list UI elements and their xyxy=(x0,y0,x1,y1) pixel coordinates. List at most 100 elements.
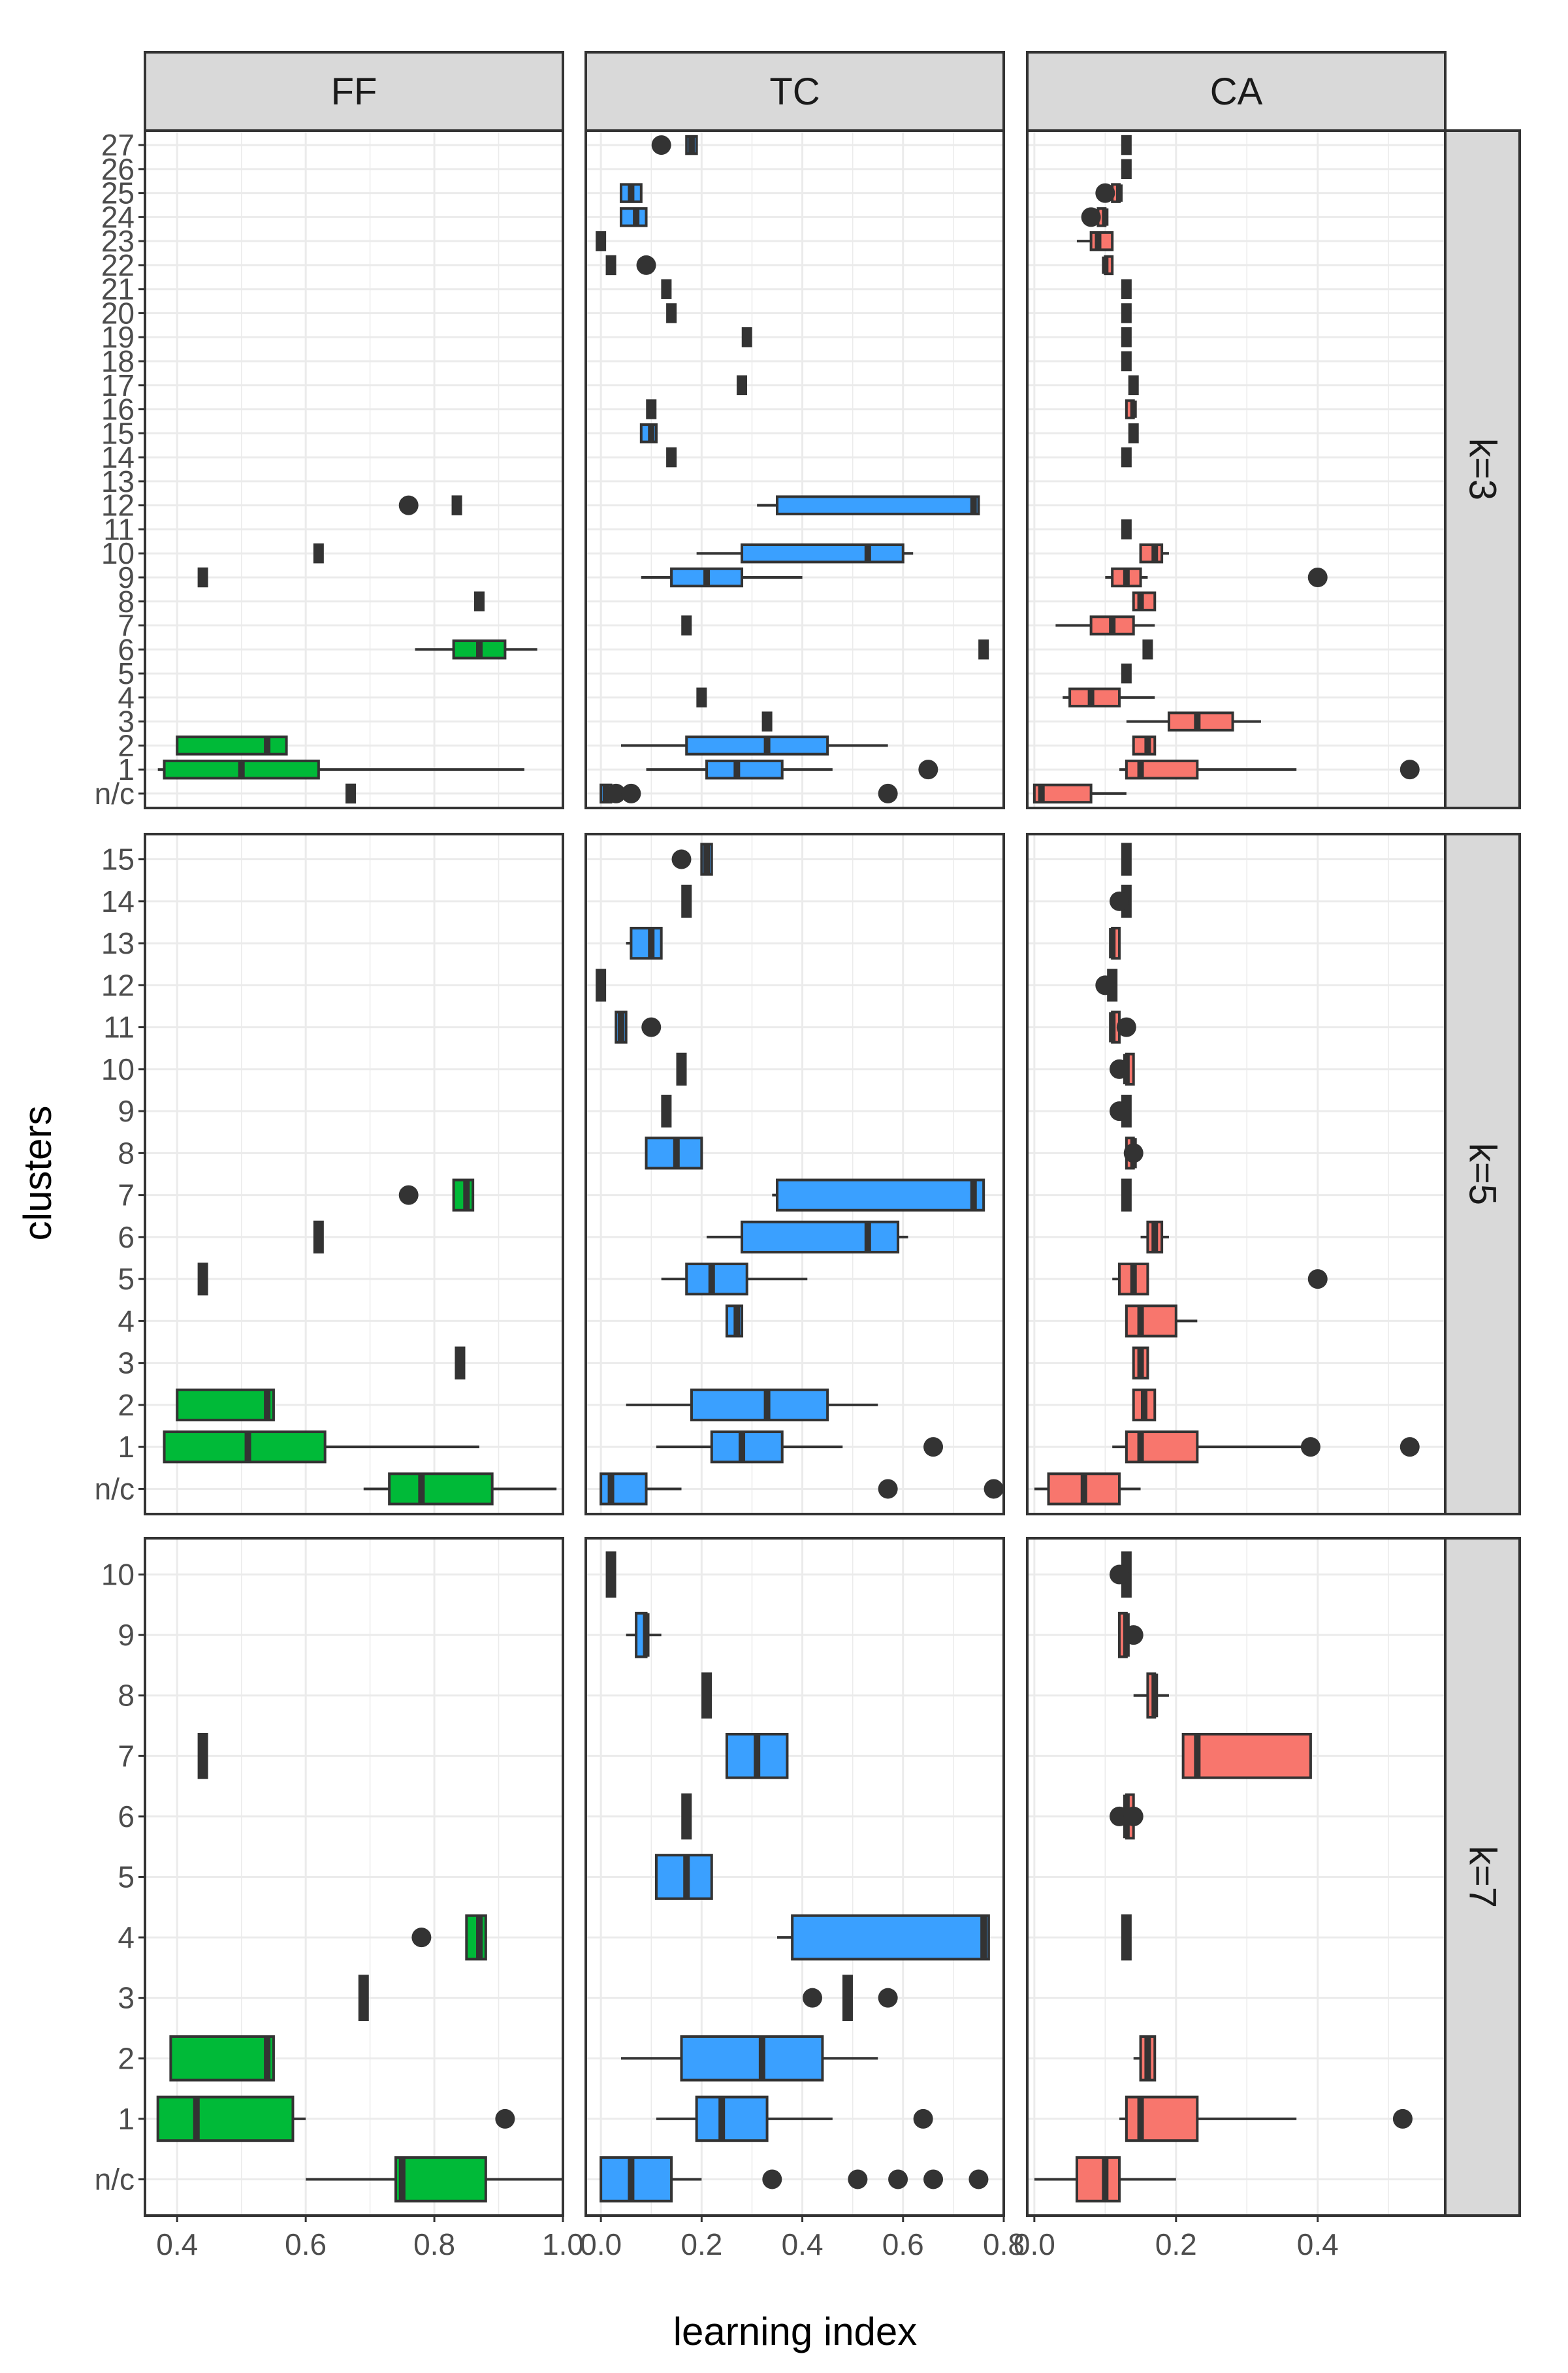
box-iqr xyxy=(1075,2156,1121,2203)
box-ca-k-3-cluster-8 xyxy=(1132,591,1157,611)
box-tc-k-3-cluster-15 xyxy=(639,423,658,444)
box-ca-k-5-cluster-6 xyxy=(1140,1220,1169,1254)
outlier-point xyxy=(913,2108,933,2129)
strip-row-k-7: k=7 xyxy=(1444,1537,1521,2217)
box-ff-k-3-cluster-2 xyxy=(176,735,288,756)
outlier-point xyxy=(1400,1437,1420,1457)
y-tick-label: 8 xyxy=(118,1679,135,1713)
y-tick-label: n/c xyxy=(95,777,135,811)
box-iqr xyxy=(705,759,784,780)
outlier-point xyxy=(651,135,671,155)
box-ca-k-3-cluster-2 xyxy=(1132,735,1157,756)
outlier-point xyxy=(1095,183,1115,203)
box-ca-k-3-cluster-27 xyxy=(1121,135,1132,155)
box-ca-k-5-cluster-13 xyxy=(1109,926,1121,960)
box-tc-k-3-cluster-16 xyxy=(646,399,657,419)
outlier-point xyxy=(641,1017,662,1037)
box-ca-k-3-cluster-16 xyxy=(1125,399,1137,419)
y-tick-label: 4 xyxy=(118,681,135,715)
box-tc-k-3-cluster-9 xyxy=(641,567,803,588)
y-tick-label: 10 xyxy=(101,1558,135,1592)
box-ca-k-3-cluster-3 xyxy=(1126,711,1261,732)
strip-column-ca: CA xyxy=(1026,51,1447,132)
box-tc-k-5-cluster-10 xyxy=(676,1052,687,1086)
box-ff-k-5-cluster-6 xyxy=(313,1220,324,1254)
box-ca-k-3-cluster-23 xyxy=(1076,231,1114,251)
panel-border xyxy=(584,833,1005,1515)
outlier-point xyxy=(1123,1625,1144,1645)
box-tc-k-7-cluster-6 xyxy=(681,1793,692,1840)
box-iqr xyxy=(388,1472,494,1506)
box-ca-k-5-cluster-15 xyxy=(1121,843,1132,876)
panel-k-3-ff xyxy=(144,129,564,809)
box-iqr xyxy=(741,543,904,564)
box-tc-k-7-cluster-7 xyxy=(725,1732,789,1779)
box-ca-k-5-cluster-7 xyxy=(1121,1178,1132,1212)
box-tc-k-3-cluster-10 xyxy=(696,543,914,564)
strips-layer: FF TC CA k=3 k=5 k=7 xyxy=(144,51,1521,2217)
strip-background xyxy=(1026,51,1447,132)
box-ca-k-3-cluster-1 xyxy=(1119,759,1420,780)
y-tick-label: 4 xyxy=(118,1304,135,1338)
panel-background xyxy=(145,131,563,808)
box-iqr xyxy=(791,1914,990,1961)
box-iqr xyxy=(156,2095,295,2142)
box-ff-k-3-cluster-8 xyxy=(474,591,485,611)
box-ca-k-5-cluster-n-c xyxy=(1034,1472,1141,1506)
box-ca-k-7-cluster-10 xyxy=(1110,1551,1132,1598)
box-ca-k-3-cluster-21 xyxy=(1121,279,1132,299)
y-tick-label: n/c xyxy=(95,1472,135,1506)
outlier-point xyxy=(1300,1437,1320,1457)
box-ca-k-5-cluster-11 xyxy=(1109,1010,1136,1044)
y-tick-label: 10 xyxy=(101,536,135,570)
x-tick-label: 0.8 xyxy=(413,2227,455,2261)
box-ff-k-7-cluster-1 xyxy=(156,2095,515,2142)
panel-k-7-tc xyxy=(584,1537,1005,2217)
box-iqr xyxy=(600,1472,648,1506)
box-tc-k-3-cluster-17 xyxy=(737,375,748,396)
strip-column-tc: TC xyxy=(584,51,1005,132)
panel-border xyxy=(584,1537,1005,2217)
y-tick-label: 15 xyxy=(101,843,135,877)
outlier-point xyxy=(878,783,898,803)
y-tick-label: 17 xyxy=(101,368,135,402)
box-tc-k-5-cluster-7 xyxy=(772,1178,985,1212)
y-tick-label: 2 xyxy=(118,1388,135,1422)
box-iqr xyxy=(600,2156,673,2203)
box-ca-k-3-cluster-11 xyxy=(1121,519,1132,540)
box-ca-k-3-cluster-26 xyxy=(1121,159,1132,180)
box-tc-k-3-cluster-3 xyxy=(761,711,773,732)
box-ff-k-3-cluster-9 xyxy=(197,567,208,588)
y-tick-label: 9 xyxy=(118,1094,135,1128)
box-iqr xyxy=(1125,2095,1199,2142)
box-tc-k-7-cluster-3 xyxy=(802,1975,898,2022)
strip-background xyxy=(584,51,1005,132)
y-tick-label: 4 xyxy=(118,1920,135,1954)
outlier-point xyxy=(1307,567,1328,587)
box-iqr xyxy=(394,2156,487,2203)
box-ca-k-5-cluster-10 xyxy=(1110,1052,1135,1086)
panel-k-5-tc xyxy=(584,833,1005,1515)
box-iqr xyxy=(741,1220,900,1254)
x-tick-label: 0.4 xyxy=(782,2227,824,2261)
box-tc-k-3-cluster-22 xyxy=(605,255,656,276)
axes-layer: n/c1234567891011121314151617181920212223… xyxy=(95,128,1339,2261)
box-ca-k-7-cluster-n-c xyxy=(1034,2156,1176,2203)
box-iqr xyxy=(690,1388,829,1422)
box-ca-k-3-cluster-9 xyxy=(1105,567,1328,588)
box-ca-k-3-cluster-5 xyxy=(1121,663,1132,684)
box-iqr xyxy=(1068,687,1121,708)
strip-row-k-5: k=5 xyxy=(1444,833,1521,1515)
box-ff-k-7-cluster-n-c xyxy=(306,2156,563,2203)
box-tc-k-7-cluster-2 xyxy=(620,2035,878,2082)
box-ca-k-3-cluster-25 xyxy=(1095,183,1123,203)
panel-k-5-ff xyxy=(144,833,564,1515)
box-ca-k-5-cluster-4 xyxy=(1125,1304,1198,1338)
box-ca-k-7-cluster-6 xyxy=(1110,1793,1144,1840)
box-iqr xyxy=(680,2035,824,2082)
y-tick-label: 2 xyxy=(118,728,135,762)
box-ca-k-3-cluster-4 xyxy=(1063,687,1155,708)
strip-column-ff: FF xyxy=(144,51,564,132)
box-ff-k-7-cluster-2 xyxy=(169,2035,275,2082)
